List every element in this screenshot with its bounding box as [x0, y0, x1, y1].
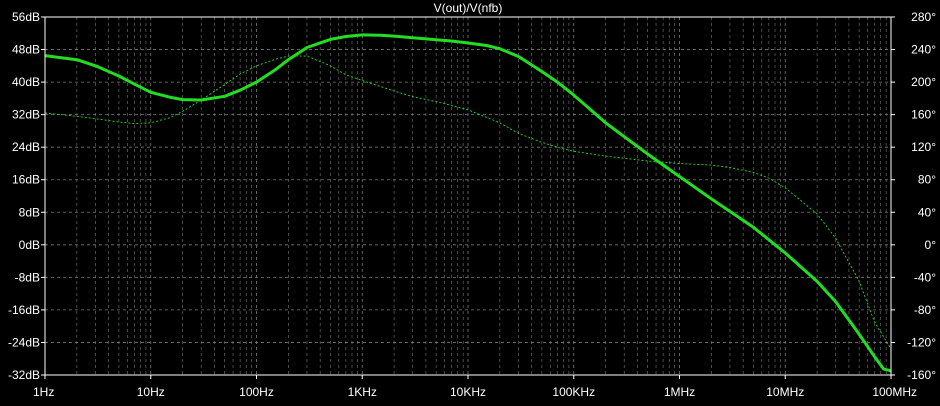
axis-labels: 56dB 48dB 40dB 32dB 24dB 16dB 8dB 0dB -8dB -16dB -… [8, 10, 936, 399]
grid-lines [45, 17, 891, 375]
y-right-tick-label: 40° [918, 205, 936, 219]
chart-title: V(out)/V(nfb) [434, 1, 503, 15]
x-tick-label: 1Hz [33, 385, 54, 399]
y-right-tick-label: 280° [911, 10, 936, 24]
y-left-tick-label: 16dB [12, 173, 40, 187]
y-right-tick-label: 160° [911, 108, 936, 122]
y-left-tick-label: 24dB [12, 140, 40, 154]
y-right-tick-label: -80° [914, 303, 936, 317]
x-tick-label: 1KHz [348, 385, 377, 399]
y-right-tick-label: -40° [914, 270, 936, 284]
x-tick-label: 10Hz [137, 385, 165, 399]
y-left-tick-label: 8dB [19, 205, 40, 219]
y-left-tick-label: -24dB [8, 335, 40, 349]
magnitude-trace [44, 33, 892, 373]
traces [44, 33, 892, 373]
x-tick-label: 1MHz [664, 385, 695, 399]
x-tick-label: 100KHz [552, 385, 595, 399]
y-left-tick-label: 56dB [12, 10, 40, 24]
y-right-tick-label: -120° [907, 335, 936, 349]
x-tick-label: 10KHz [450, 385, 486, 399]
y-left-tick-label: -8dB [15, 270, 40, 284]
phase-trace [44, 55, 892, 350]
y-left-tick-label: 0dB [19, 238, 40, 252]
y-left-tick-label: 32dB [12, 108, 40, 122]
y-right-tick-label: 80° [918, 173, 936, 187]
x-tick-label: 100Hz [239, 385, 274, 399]
x-tick-label: 100MHz [872, 385, 917, 399]
y-right-tick-label: -160° [907, 368, 936, 382]
y-left-tick-label: 40dB [12, 75, 40, 89]
y-right-tick-label: 200° [911, 75, 936, 89]
y-left-tick-label: 48dB [12, 43, 40, 57]
y-right-tick-label: 0° [925, 238, 937, 252]
y-left-tick-label: -32dB [8, 368, 40, 382]
x-tick-label: 10MHz [766, 385, 804, 399]
y-left-tick-label: -16dB [8, 303, 40, 317]
y-right-tick-label: 240° [911, 43, 936, 57]
y-right-tick-label: 120° [911, 140, 936, 154]
